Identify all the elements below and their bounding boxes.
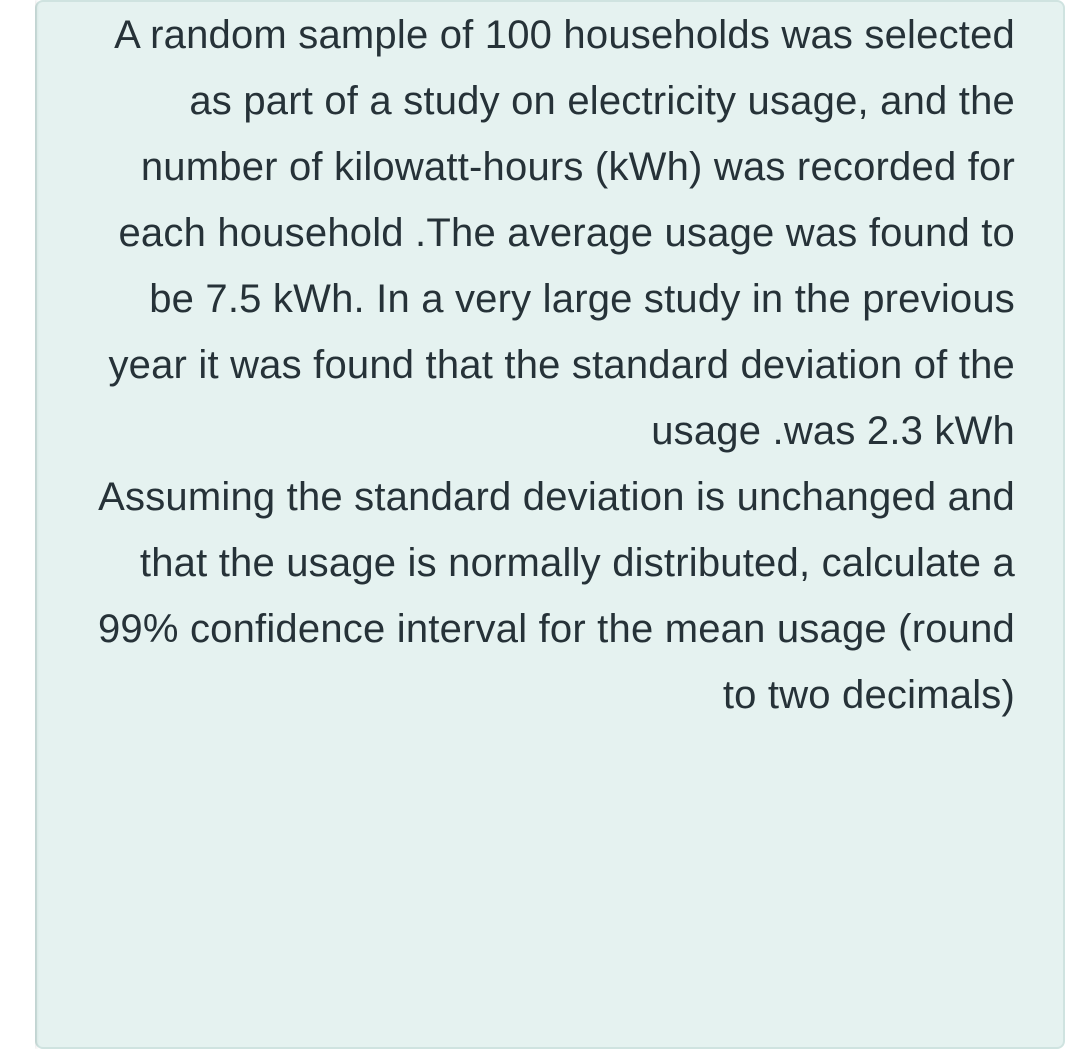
question-panel: A random sample of 100 households was se… — [35, 0, 1065, 1049]
page-container: A random sample of 100 households was se… — [0, 0, 1080, 1049]
question-text-block: A random sample of 100 households was se… — [85, 2, 1015, 728]
question-paragraph-1: A random sample of 100 households was se… — [85, 2, 1015, 464]
left-margin — [0, 0, 35, 1049]
question-paragraph-2: Assuming the standard deviation is uncha… — [85, 464, 1015, 728]
